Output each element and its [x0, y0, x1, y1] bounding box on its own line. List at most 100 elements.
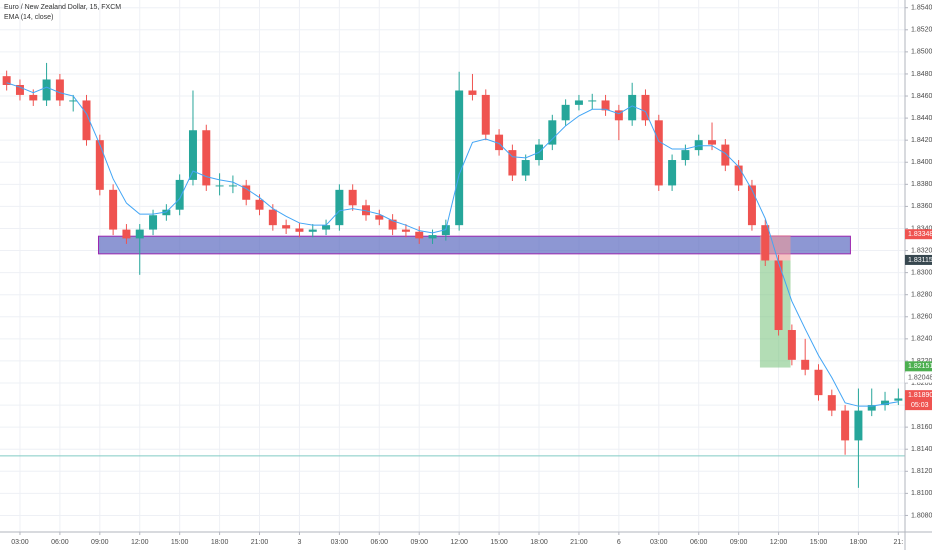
- candle-body: [348, 189, 357, 206]
- y-tick-label: 1.81200: [911, 468, 932, 475]
- price-tag-label: 1.82048: [908, 375, 932, 382]
- candle-body: [548, 120, 557, 145]
- candle-body: [694, 140, 703, 151]
- x-tick-label: 15:00: [810, 539, 828, 546]
- candle-body: [787, 330, 796, 360]
- candle-body: [468, 90, 477, 95]
- candle-body: [255, 199, 264, 210]
- x-tick-label: 09:00: [730, 539, 748, 546]
- y-tick-label: 1.84600: [911, 93, 932, 100]
- y-tick-label: 1.82600: [911, 314, 932, 321]
- candle-body: [282, 225, 291, 229]
- candle-body: [15, 84, 24, 95]
- x-tick-label: 06:00: [690, 539, 708, 546]
- candle-body: [175, 179, 184, 210]
- y-tick-label: 1.81400: [911, 446, 932, 453]
- candle-body: [149, 215, 158, 230]
- x-tick-label: 09:00: [91, 539, 109, 546]
- candle-body: [242, 185, 251, 200]
- candle-body: [202, 130, 211, 186]
- x-tick-label: 21:00: [251, 539, 269, 546]
- x-tick-label: 21:00: [570, 539, 588, 546]
- x-tick-label: 6: [617, 539, 621, 546]
- y-tick-label: 1.82200: [911, 358, 932, 365]
- candle-body: [614, 110, 623, 121]
- candle-body: [854, 410, 863, 441]
- candle-body: [801, 359, 810, 370]
- x-tick-label: 18:00: [211, 539, 229, 546]
- candle-body: [69, 100, 78, 102]
- candle-body: [628, 94, 637, 121]
- candle-body: [415, 231, 424, 239]
- candle-body: [641, 94, 650, 121]
- candle-body: [841, 410, 850, 441]
- ema-line: [6, 82, 899, 407]
- candle-body: [322, 225, 331, 230]
- candle-body: [388, 219, 397, 230]
- candle-body: [109, 189, 118, 230]
- candle-body: [162, 209, 171, 216]
- candle-body: [29, 94, 38, 101]
- price-tag: [905, 361, 932, 372]
- y-tick-label: 1.83600: [911, 203, 932, 210]
- y-tick-label: 1.84800: [911, 71, 932, 78]
- candle-body: [881, 400, 890, 406]
- plot-area: [0, 0, 905, 532]
- x-tick-label: 12:00: [770, 539, 788, 546]
- y-tick-label: 1.84000: [911, 159, 932, 166]
- price-tag-label: 1.83115: [908, 257, 932, 264]
- y-tick-label: 1.85200: [911, 27, 932, 34]
- x-tick-label: 03:00: [331, 539, 349, 546]
- x-tick-label: 15:00: [490, 539, 508, 546]
- x-tick-label: 03:00: [650, 539, 668, 546]
- y-tick-label: 1.83000: [911, 269, 932, 276]
- candle-body: [455, 90, 464, 226]
- chart-title: Euro / New Zealand Dollar, 15, FXCM: [4, 4, 121, 11]
- candle-body: [774, 260, 783, 331]
- candle-body: [708, 140, 717, 145]
- candle-body: [827, 395, 836, 411]
- candle-body: [588, 100, 597, 102]
- price-tag-label: 1.81890: [908, 392, 932, 399]
- x-tick-label: 3: [297, 539, 301, 546]
- price-tag-countdown: 05:03: [911, 402, 929, 409]
- y-tick-label: 1.81000: [911, 490, 932, 497]
- candle-body: [215, 185, 224, 187]
- candle-body: [734, 165, 743, 186]
- candle-body: [135, 229, 144, 239]
- candle-body: [268, 209, 277, 226]
- y-tick-label: 1.83800: [911, 181, 932, 188]
- candle-body: [308, 229, 317, 232]
- candle-body: [401, 229, 410, 232]
- y-tick-label: 1.85000: [911, 49, 932, 56]
- y-tick-label: 1.83400: [911, 225, 932, 232]
- candle-body: [601, 100, 610, 111]
- candle-body: [481, 94, 490, 135]
- y-tick-label: 1.84400: [911, 115, 932, 122]
- candle-body: [668, 160, 677, 186]
- candle-body: [362, 205, 370, 216]
- price-tag-label: 1.83348: [908, 231, 932, 238]
- support-zone: [97, 235, 851, 255]
- candle-body: [508, 150, 517, 176]
- candle-body: [721, 144, 730, 166]
- candle-body: [761, 225, 770, 261]
- indicator-label: EMA (14, close): [4, 14, 53, 21]
- candle-body: [428, 235, 437, 239]
- candle-body: [122, 229, 131, 239]
- x-tick-label: 12:00: [450, 539, 468, 546]
- candle-body: [335, 189, 344, 226]
- candle-body: [82, 100, 91, 141]
- x-tick-label: 09:00: [410, 539, 428, 546]
- x-tick-label: 06:00: [371, 539, 389, 546]
- y-tick-label: 1.83200: [911, 247, 932, 254]
- candle-body: [375, 215, 384, 220]
- y-tick-label: 1.82000: [911, 380, 932, 387]
- candle-body: [574, 100, 583, 105]
- candle-body: [441, 225, 450, 236]
- candle-body: [42, 79, 51, 101]
- candle-body: [2, 76, 11, 85]
- x-tick-label: 21:: [893, 539, 903, 546]
- candle-body: [495, 134, 504, 151]
